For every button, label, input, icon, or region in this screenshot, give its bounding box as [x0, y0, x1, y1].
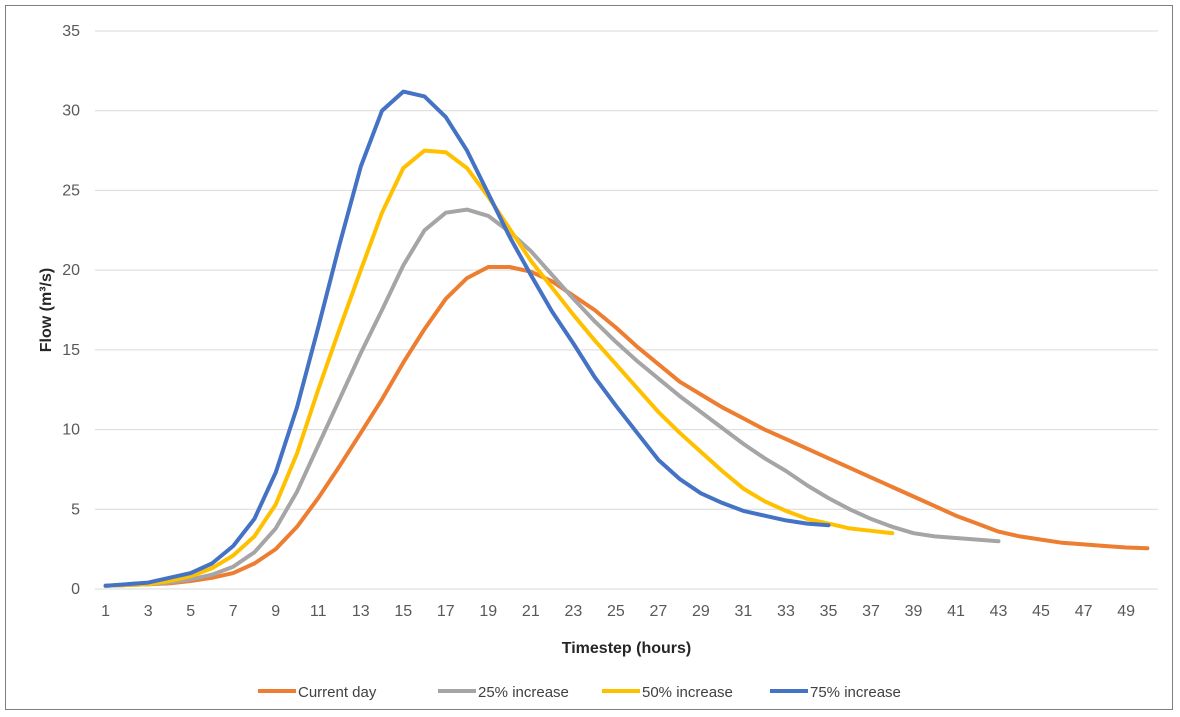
y-tick-label: 25 [62, 182, 80, 199]
x-tick-label: 19 [479, 603, 497, 620]
legend-item-1: Current day [258, 684, 377, 701]
legend-item-3: 50% increase [602, 684, 733, 701]
chart-frame [5, 5, 1173, 710]
series-line-4 [103, 89, 831, 588]
x-tick-label: 7 [229, 603, 238, 620]
y-tick-label: 0 [71, 581, 80, 598]
x-tick-label: 3 [144, 603, 153, 620]
x-axis-title: Timestep (hours) [562, 640, 692, 657]
grid-lines [95, 30, 1158, 510]
x-tick-label: 47 [1075, 603, 1093, 620]
x-tick-label: 5 [186, 603, 195, 620]
series-line-1 [103, 265, 1150, 588]
legend-label: 50% increase [642, 684, 733, 701]
x-tick-label: 39 [905, 603, 923, 620]
y-tick-label: 30 [62, 103, 80, 120]
legend-label: 25% increase [478, 684, 569, 701]
x-tick-label: 15 [394, 603, 412, 620]
y-axis-ticks: 0 5 10 15 20 25 30 35 [62, 23, 80, 598]
x-tick-label: 27 [649, 603, 667, 620]
x-tick-label: 23 [564, 603, 582, 620]
x-tick-label: 11 [310, 603, 327, 620]
x-tick-label: 49 [1117, 603, 1135, 620]
series-line-2 [103, 207, 1001, 588]
y-axis-title: Flow (m³/s) [38, 268, 55, 352]
x-tick-label: 43 [990, 603, 1008, 620]
x-tick-label: 33 [777, 603, 795, 620]
y-tick-label: 10 [62, 422, 80, 439]
x-tick-label: 21 [522, 603, 540, 620]
y-tick-label: 15 [62, 342, 80, 359]
legend-item-2: 25% increase [438, 684, 569, 701]
legend-item-4: 75% increase [770, 684, 901, 701]
x-tick-label: 1 [101, 603, 110, 620]
legend-label: 75% increase [810, 684, 901, 701]
y-tick-label: 20 [62, 262, 80, 279]
x-tick-label: 13 [352, 603, 370, 620]
x-tick-label: 37 [862, 603, 880, 620]
x-tick-label: 17 [437, 603, 455, 620]
x-tick-label: 31 [735, 603, 753, 620]
y-tick-label: 35 [62, 23, 80, 40]
series-lines [103, 89, 1150, 588]
x-axis-ticks: 1 3 5 7 9 11 13 15 17 19 21 23 25 27 29 31 33 35 37 39 41 43 4… [101, 603, 1135, 620]
y-tick-label: 5 [71, 501, 80, 518]
x-tick-label: 25 [607, 603, 625, 620]
legend-label: Current day [298, 684, 377, 701]
legend: Current day 25% increase 50% increase 75% i… [258, 684, 901, 701]
x-tick-label: 29 [692, 603, 710, 620]
x-tick-label: 41 [947, 603, 965, 620]
x-tick-label: 45 [1032, 603, 1050, 620]
x-tick-label: 35 [820, 603, 838, 620]
x-tick-label: 9 [271, 603, 280, 620]
